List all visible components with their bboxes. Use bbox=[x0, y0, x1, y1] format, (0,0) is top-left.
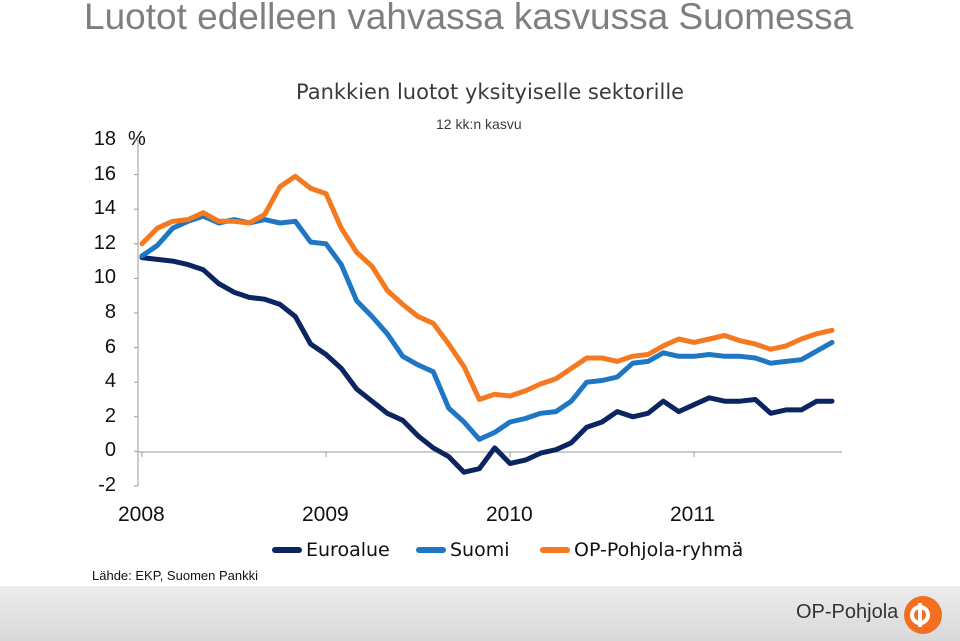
y-tick-label: 4 bbox=[104, 370, 116, 393]
legend-item: Suomi bbox=[416, 538, 510, 562]
y-tick-label: 0 bbox=[104, 439, 116, 462]
y-tick-label: 6 bbox=[104, 335, 116, 358]
y-tick-label: 18 bbox=[93, 128, 116, 150]
y-tick-label: 8 bbox=[104, 301, 116, 323]
legend-label: Euroalue bbox=[306, 539, 390, 561]
y-tick-label: 10 bbox=[93, 266, 116, 289]
legend-label: OP-Pohjola-ryhmä bbox=[574, 539, 744, 561]
series-line-euroalue bbox=[139, 255, 835, 475]
x-tick-label: 2009 bbox=[302, 503, 349, 526]
x-tick-label: 2011 bbox=[670, 503, 716, 526]
legend-swatch bbox=[272, 547, 302, 553]
chart-title: Pankkien luotot yksityiselle sektorille bbox=[296, 80, 685, 104]
source-note: Lähde: EKP, Suomen Pankki bbox=[92, 568, 258, 583]
y-tick-label: 12 bbox=[93, 231, 116, 254]
y-tick-label: -2 bbox=[98, 474, 116, 496]
legend-label: Suomi bbox=[450, 539, 510, 561]
x-tick-label: 2008 bbox=[118, 503, 165, 526]
y-tick-label: 2 bbox=[104, 404, 116, 427]
op-pohjola-logo-icon bbox=[904, 596, 942, 634]
brand-name: OP-Pohjola bbox=[796, 601, 899, 623]
legend-item: OP-Pohjola-ryhmä bbox=[540, 538, 743, 562]
series-line-suomi bbox=[139, 213, 835, 442]
y-tick-label: 16 bbox=[93, 162, 116, 185]
y-axis-unit-label: % bbox=[128, 128, 146, 150]
series-line-op-pohjola-ryhm- bbox=[139, 173, 835, 402]
x-tick-label: 2010 bbox=[486, 503, 533, 526]
chart-subtitle: 12 kk:n kasvu bbox=[436, 116, 522, 132]
legend-swatch bbox=[540, 547, 570, 553]
footer-bar bbox=[0, 586, 960, 641]
legend-item: Euroalue bbox=[272, 538, 390, 562]
chart-series-lines bbox=[139, 173, 835, 475]
y-tick-label: 14 bbox=[93, 197, 116, 220]
legend-swatch bbox=[416, 547, 446, 553]
slide-title: Luotot edelleen vahvassa kasvussa Suomes… bbox=[84, 0, 854, 37]
